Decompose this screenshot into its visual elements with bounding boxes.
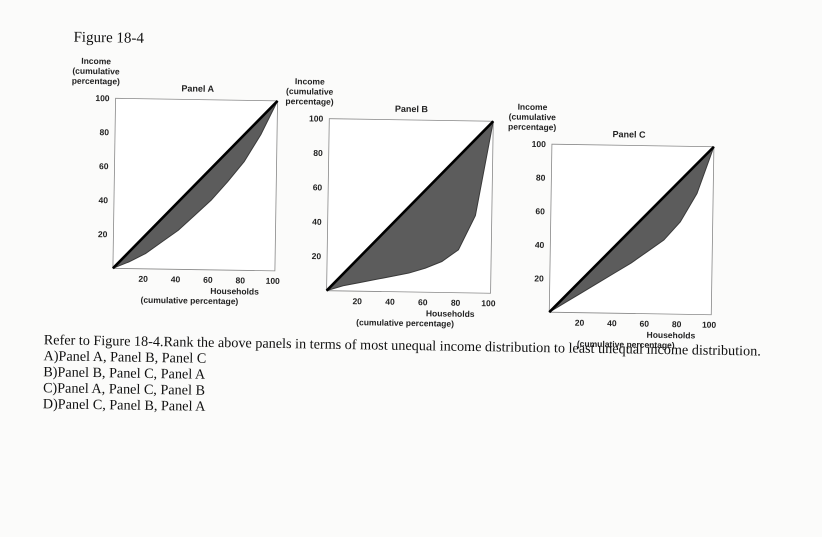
x-tick-label: 40	[607, 318, 617, 328]
x-tick-label: 40	[385, 297, 395, 307]
x-axis-label: Households	[210, 286, 259, 297]
x-tick-label: 100	[266, 276, 281, 286]
x-tick-label: 60	[203, 275, 213, 285]
y-axis-label: (cumulative	[286, 86, 334, 97]
y-tick-label: 40	[98, 195, 108, 205]
x-tick-label: 100	[702, 320, 717, 330]
panel-1	[111, 97, 279, 272]
x-tick-label: 40	[171, 274, 181, 284]
y-tick-label: 80	[313, 148, 323, 158]
lorenz-curve	[112, 100, 279, 269]
panel-title: Panel C	[612, 129, 646, 140]
y-tick-label: 80	[100, 127, 110, 137]
equality-line	[548, 145, 715, 314]
question-block: Refer to Figure 18-4.Rank the above pane…	[43, 332, 764, 423]
x-tick-label: 60	[639, 319, 649, 329]
y-tick-label: 100	[95, 93, 110, 103]
panel-title: Panel A	[181, 83, 214, 94]
y-tick-label: 60	[313, 182, 323, 192]
y-axis-label: (cumulative	[509, 112, 557, 123]
x-tick-label: 60	[418, 297, 428, 307]
y-axis-label: percentage)	[285, 96, 334, 107]
y-axis-label: percentage)	[508, 122, 557, 133]
panel-2	[325, 118, 495, 294]
y-tick-label: 80	[536, 173, 546, 183]
x-tick-label: 80	[672, 319, 682, 329]
x-axis-label: (cumulative percentage)	[356, 317, 454, 329]
x-axis-label: Households	[426, 308, 475, 319]
equality-line	[325, 120, 495, 292]
y-tick-label: 20	[312, 251, 322, 261]
y-tick-label: 40	[312, 217, 322, 227]
y-axis-label: Income	[295, 76, 325, 86]
equality-line	[111, 99, 279, 270]
x-tick-label: 80	[236, 275, 246, 285]
x-tick-label: 20	[138, 274, 148, 284]
y-tick-label: 20	[534, 273, 544, 283]
lorenz-curve	[549, 146, 715, 313]
lorenz-curve	[326, 121, 494, 292]
y-axis-label: Income	[81, 56, 111, 66]
y-tick-label: 100	[309, 113, 324, 123]
y-tick-label: 60	[99, 161, 109, 171]
panel-3	[548, 143, 715, 316]
x-axis-label: (cumulative percentage)	[140, 295, 238, 307]
x-tick-label: 20	[575, 318, 585, 328]
x-tick-label: 80	[451, 298, 461, 308]
x-tick-label: 20	[352, 296, 362, 306]
y-tick-label: 20	[98, 229, 108, 239]
y-tick-label: 60	[535, 206, 545, 216]
y-tick-label: 40	[535, 240, 545, 250]
y-tick-label: 100	[532, 139, 547, 149]
x-axis-label: Households	[647, 330, 696, 341]
x-axis-label: (cumulative percentage)	[577, 339, 675, 351]
x-tick-label: 100	[481, 298, 496, 308]
y-axis-label: percentage)	[72, 76, 121, 87]
y-axis-label: Income	[518, 102, 548, 112]
panel-title: Panel B	[395, 104, 429, 115]
y-axis-label: (cumulative	[72, 66, 120, 77]
